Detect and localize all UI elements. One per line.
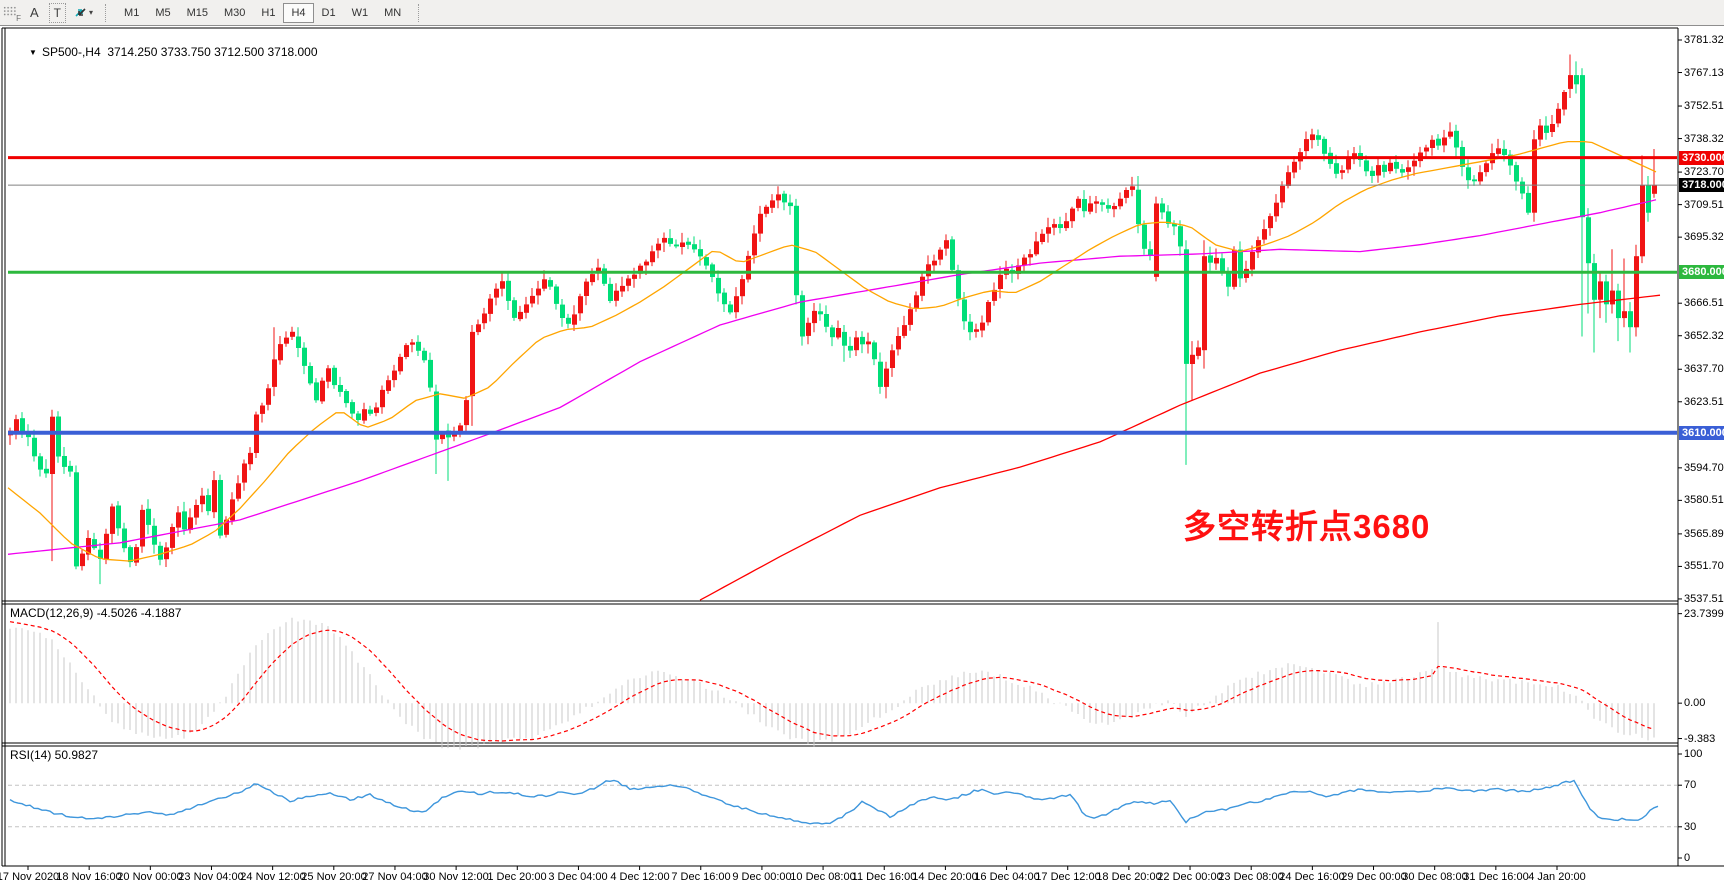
price-axis-label: 3723.700 [1684,166,1724,178]
price-axis-label: 3752.510 [1684,100,1724,112]
macd-signal-line [9,621,1655,742]
time-axis-label: 23 Dec 08:00 [1218,871,1284,883]
macd-axis-label: 23.7399 [1684,608,1724,620]
tf-button-m1[interactable]: M1 [116,3,147,23]
macd-histogram [9,617,1655,750]
price-axis-label: 3695.320 [1684,231,1724,243]
tf-button-m15[interactable]: M15 [179,3,216,23]
timeframe-group: M1 M5 M15 M30 H1 H4 D1 W1 MN [116,2,409,23]
time-axis-label: 17 Nov 2020 [0,871,60,883]
time-axis-label: 18 Dec 20:00 [1096,871,1162,883]
time-axis-label: 22 Dec 00:00 [1157,871,1223,883]
price-axis-label: 3767.130 [1684,67,1724,79]
time-axis-label: 9 Dec 00:00 [732,871,792,883]
toolbar: F A T ▾ M1 M5 M15 M30 H1 H4 D1 W1 MN [0,0,1724,26]
ma-slow-line [699,294,1661,601]
tf-button-h1[interactable]: H1 [253,3,283,23]
rsi-indicator-label: RSI(14) 50.9827 [10,748,99,762]
time-axis-label: 4 Dec 12:00 [610,871,670,883]
time-axis-label: 31 Dec 16:00 [1463,871,1529,883]
time-axis-label: 20 Nov 00:00 [117,871,183,883]
axis-tick-marks [27,39,1682,870]
price-axis-label: 3580.510 [1684,494,1724,506]
time-axis-label: 11 Dec 16:00 [851,871,917,883]
price-axis-label: 3738.320 [1684,133,1724,145]
rsi-axis-label: 30 [1684,821,1697,833]
ma-fast-line [7,140,1657,562]
time-axis-label: 27 Nov 04:00 [362,871,428,883]
arrows-icon [75,8,86,17]
arrow-style-tool-button[interactable]: A [24,3,45,23]
time-axis-label: 1 Dec 20:00 [487,871,547,883]
price-axis-label: 3594.700 [1684,462,1724,474]
price-badge-3680000: 3680.000 [1679,265,1724,279]
time-axis-label: 4 Jan 20:00 [1528,871,1586,883]
time-axis-label: 16 Dec 04:00 [974,871,1040,883]
time-axis-label: 18 Nov 16:00 [56,871,122,883]
tf-button-m30[interactable]: M30 [216,3,253,23]
time-axis-label: 10 Dec 08:00 [790,871,856,883]
chart-dropdown-icon[interactable]: ▼ [29,48,37,57]
price-axis-label: 3781.320 [1684,34,1724,46]
toolbar-separator [105,3,107,22]
time-axis-label: 25 Nov 20:00 [301,871,367,883]
tf-button-mn[interactable]: MN [376,3,409,23]
price-axis-label: 3623.510 [1684,396,1724,408]
price-axis-label: 3709.510 [1684,199,1724,211]
rsi-line [9,779,1659,825]
price-axis-label: 3637.700 [1684,363,1724,375]
toolbar-drag-handle[interactable]: F [2,5,21,23]
chart-title: ▼ SP500-,H4 3714.250 3733.750 3712.500 37… [9,31,318,73]
chart-symbol-label: SP500-,H4 [41,45,101,59]
macd-indicator-label: MACD(12,26,9) -4.5026 -4.1887 [10,606,182,620]
price-badge-3718000: 3718.000 [1679,178,1724,192]
rsi-axis-label: 0 [1684,852,1691,864]
price-badge-3610000: 3610.000 [1679,426,1724,440]
macd-axis-label: 0.00 [1684,697,1706,709]
drag-dots-icon [3,5,16,17]
time-axis-label: 29 Dec 00:00 [1341,871,1407,883]
price-axis-label: 3565.890 [1684,528,1724,540]
time-axis-label: 24 Dec 16:00 [1279,871,1345,883]
horizontal-level-lines[interactable] [8,156,1677,435]
price-badge-3730000: 3730.000 [1679,151,1724,165]
rsi-axis-label: 70 [1684,779,1697,791]
tf-button-m5[interactable]: M5 [147,3,178,23]
time-axis-label: 3 Dec 04:00 [548,871,608,883]
time-axis-label: 7 Dec 16:00 [671,871,731,883]
chevron-down-icon[interactable]: ▾ [89,8,94,17]
rsi-axis-label: 100 [1684,748,1703,760]
time-axis-label: 30 Nov 12:00 [423,871,489,883]
macd-axis-label: -9.383 [1684,733,1716,745]
toolbar-separator [418,3,420,22]
arrows-tool-button[interactable]: ▾ [70,5,96,20]
time-axis-label: 30 Dec 08:00 [1402,871,1468,883]
price-axis-label: 3666.510 [1684,297,1724,309]
time-axis-label: 17 Dec 12:00 [1035,871,1101,883]
time-axis-label: 14 Dec 20:00 [912,871,978,883]
tf-button-h4[interactable]: H4 [283,2,314,23]
tf-button-d1[interactable]: D1 [314,3,344,23]
chart-ohlc-values: 3714.250 3733.750 3712.500 3718.000 [107,45,318,59]
rsi-level-lines [8,784,1677,828]
time-axis-label: 23 Nov 04:00 [178,871,244,883]
time-axis-label: 24 Nov 12:00 [240,871,306,883]
ma-mid-line [7,199,1657,555]
text-tool-button[interactable]: T [48,2,67,23]
price-axis-label: 3537.510 [1684,593,1724,605]
price-axis-label: 3652.320 [1684,330,1724,342]
tf-button-w1[interactable]: W1 [344,3,377,23]
toolbar-handle-label: F [16,13,21,23]
price-axis-label: 3551.700 [1684,560,1724,572]
chart-annotation-text: 多空转折点3680 [1183,508,1431,545]
